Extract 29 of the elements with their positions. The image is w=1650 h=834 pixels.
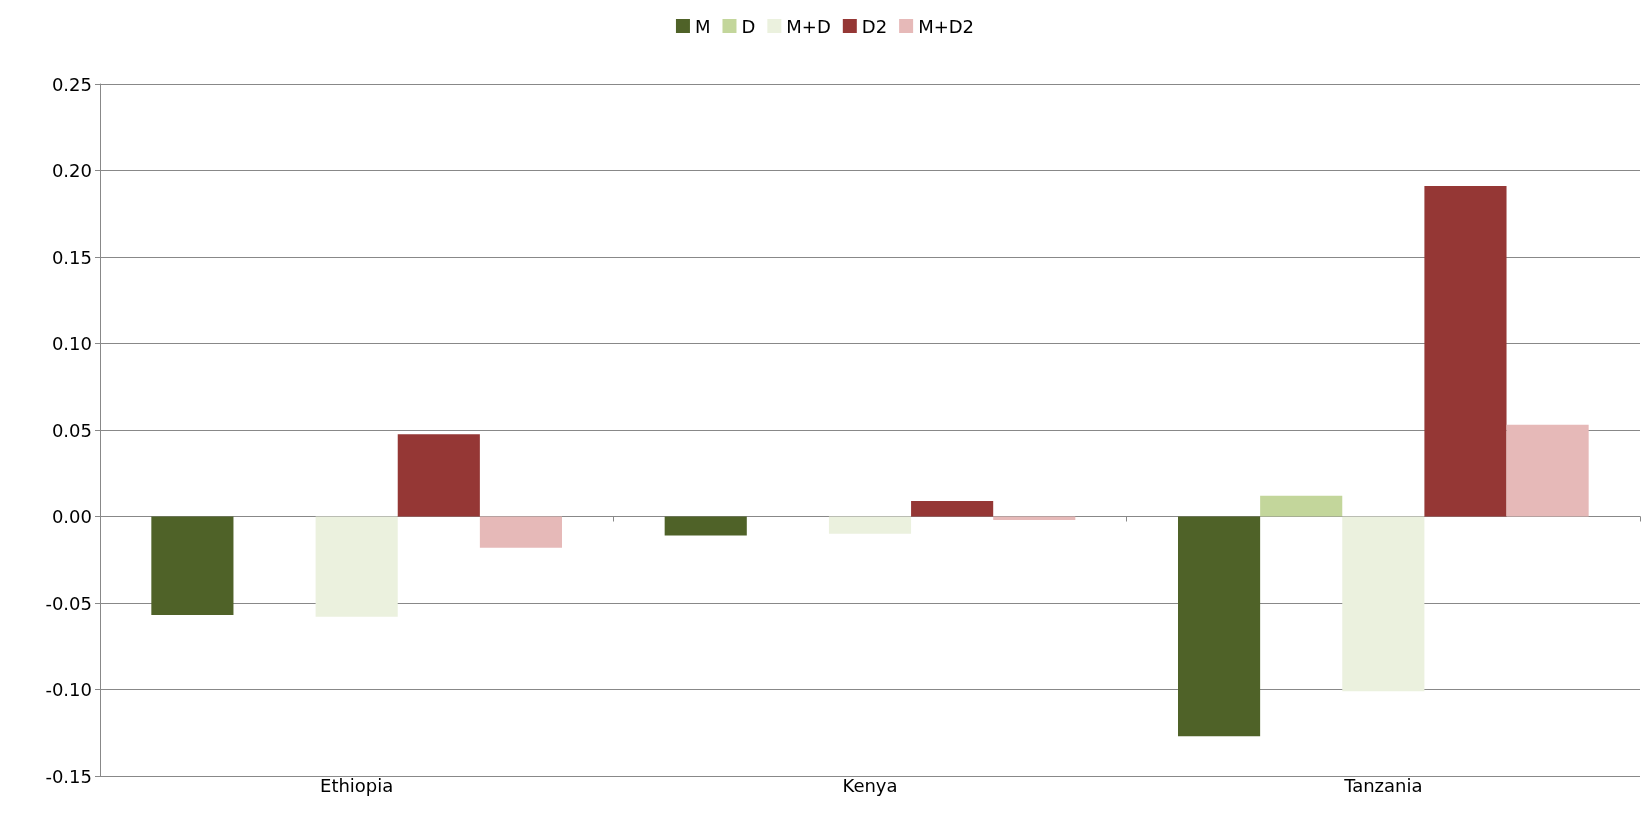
bar xyxy=(1342,516,1425,692)
bar xyxy=(315,516,398,617)
y-tick-label: 0.00 xyxy=(51,506,92,527)
bar xyxy=(1260,495,1343,517)
x-tick-label: Ethiopia xyxy=(320,774,394,796)
y-tick-label: -0.15 xyxy=(45,765,92,787)
y-tick-label: 0.15 xyxy=(51,246,92,268)
legend-label: M xyxy=(694,15,711,37)
y-tick-label: 0.25 xyxy=(51,73,92,95)
bar xyxy=(911,500,994,517)
bar xyxy=(1424,186,1507,517)
legend-label: M+D2 xyxy=(918,15,975,37)
bar xyxy=(151,516,234,616)
y-tick-label: 0.10 xyxy=(51,333,92,354)
y-tick-label: -0.10 xyxy=(45,679,92,700)
x-tick-label: Kenya xyxy=(842,774,898,796)
y-tick-label: 0.20 xyxy=(51,160,92,181)
bar xyxy=(828,516,912,534)
bar xyxy=(1178,516,1261,737)
legend-label: D2 xyxy=(861,15,888,37)
legend-label: M+D xyxy=(786,15,831,37)
x-tick-label: Tanzania xyxy=(1343,774,1423,796)
bar xyxy=(479,516,562,548)
y-tick-label: 0.05 xyxy=(51,419,92,441)
legend-label: D xyxy=(741,15,756,37)
y-tick-label: -0.05 xyxy=(45,592,92,614)
bar xyxy=(664,516,747,536)
bar xyxy=(1506,424,1589,517)
bar xyxy=(397,434,480,517)
